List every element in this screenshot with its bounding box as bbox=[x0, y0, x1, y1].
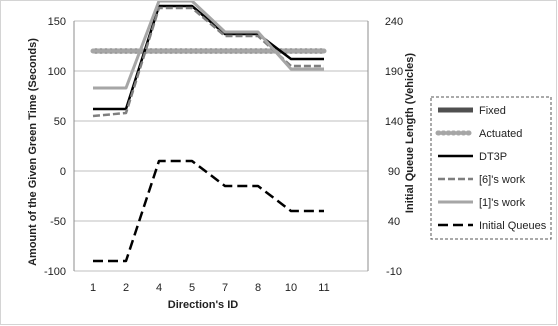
x-tick-label: 10 bbox=[285, 282, 297, 294]
x-tick-label: 5 bbox=[189, 282, 195, 294]
x-axis-ticks: 1 2 4 5 7 8 10 11 bbox=[90, 282, 330, 294]
x-tick-label: 4 bbox=[156, 282, 162, 294]
series-line-1-s-work bbox=[93, 1, 324, 90]
right-axis-ticks: -10 40 90 140 190 240 bbox=[385, 16, 403, 278]
x-axis-title: Direction's ID bbox=[168, 299, 239, 311]
right-tick-label: 190 bbox=[385, 66, 403, 78]
right-tick-label: 90 bbox=[388, 166, 400, 178]
x-tick-label: 8 bbox=[255, 282, 261, 294]
legend-label: Fixed bbox=[479, 105, 506, 117]
legend: Fixed Actuated DT3P [6]'s work [1]'s work Ini… bbox=[430, 96, 552, 240]
legend-box bbox=[430, 96, 552, 240]
x-tick-label: 11 bbox=[318, 282, 329, 294]
plot-lines bbox=[90, 1, 327, 263]
left-tick-label: 50 bbox=[54, 116, 66, 128]
left-tick-label: 0 bbox=[60, 166, 66, 178]
legend-label: Actuated bbox=[479, 128, 522, 140]
legend-label: Initial Queues bbox=[479, 220, 547, 232]
right-tick-label: -10 bbox=[386, 266, 402, 278]
right-axis-title: Initial Queue Length (Vehicles) bbox=[404, 53, 416, 213]
series-line-6-s-work bbox=[92, 6, 324, 118]
x-tick-label: 2 bbox=[123, 282, 129, 294]
legend-label: DT3P bbox=[479, 151, 507, 163]
x-tick-label: 1 bbox=[90, 282, 96, 294]
left-tick-label: -100 bbox=[44, 266, 66, 278]
right-tick-label: 40 bbox=[388, 216, 400, 228]
series-line-initial-queues bbox=[93, 159, 324, 263]
right-tick-label: 240 bbox=[385, 16, 403, 28]
legend-label: [1]'s work bbox=[479, 197, 526, 209]
right-tick-label: 140 bbox=[385, 116, 403, 128]
left-tick-label: -50 bbox=[50, 216, 66, 228]
legend-label: [6]'s work bbox=[479, 174, 526, 186]
gridlines bbox=[74, 20, 368, 272]
left-tick-label: 100 bbox=[48, 66, 66, 78]
left-axis-title: Amount of the Given Green Time (Seconds) bbox=[27, 38, 39, 266]
axes bbox=[73, 21, 369, 271]
x-tick-label: 7 bbox=[222, 282, 228, 294]
left-axis-ticks: -100 -50 0 50 100 150 bbox=[44, 16, 66, 278]
left-tick-label: 150 bbox=[48, 16, 66, 28]
